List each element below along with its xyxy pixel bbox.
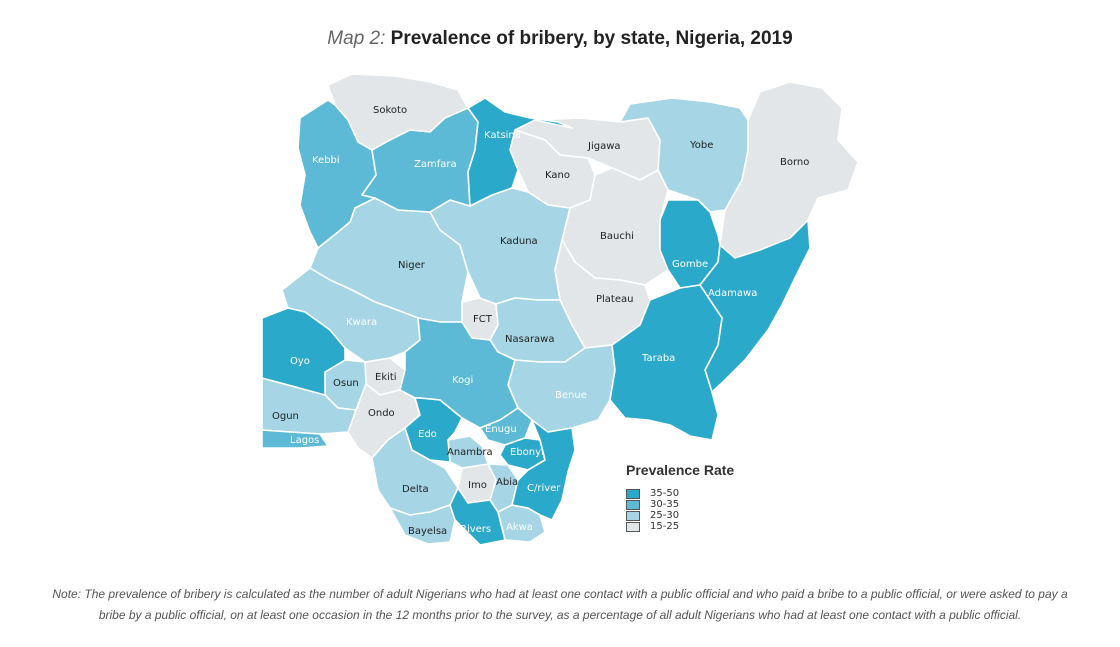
label-zamfara: Zamfara — [414, 159, 457, 170]
map-heading: Prevalence of bribery, by state, Nigeria… — [390, 28, 793, 49]
legend-swatch — [626, 521, 640, 532]
label-cross-river: C/river — [527, 483, 561, 494]
label-sokoto: Sokoto — [373, 105, 407, 116]
label-lagos: Lagos — [290, 435, 319, 446]
label-niger: Niger — [398, 260, 426, 271]
state-oyo[interactable] — [261, 307, 346, 396]
label-ogun: Ogun — [272, 411, 299, 422]
map-number: Map 2: — [327, 28, 386, 49]
legend-swatch — [626, 510, 640, 521]
label-abia: Abia — [496, 477, 518, 488]
state-yobe[interactable] — [619, 97, 749, 213]
state-enugu[interactable] — [479, 407, 533, 446]
label-fct: FCT — [473, 314, 493, 325]
state-katsina[interactable] — [467, 97, 573, 207]
label-benue: Benue — [555, 390, 587, 401]
legend-item: 15-25 — [626, 521, 679, 532]
state-kebbi[interactable] — [297, 99, 377, 249]
label-osun: Osun — [333, 378, 359, 389]
label-kebbi: Kebbi — [312, 155, 340, 166]
state-cross-river[interactable] — [511, 419, 576, 521]
label-akwa-ibom: Akwa — [506, 522, 533, 533]
label-jigawa: Jigawa — [587, 141, 621, 152]
label-imo: Imo — [468, 480, 487, 491]
label-adamawa: Adamawa — [708, 288, 757, 299]
label-ondo: Ondo — [368, 408, 395, 419]
legend-label: 35-50 — [650, 488, 680, 499]
legend-label: 30-35 — [650, 499, 680, 510]
label-yobe: Yobe — [689, 140, 713, 151]
legend-item: 30-35 — [626, 499, 679, 510]
label-ebonyi: Ebonyi — [510, 447, 544, 458]
state-edo[interactable] — [404, 397, 463, 463]
label-nasarawa: Nasarawa — [505, 334, 555, 345]
label-katsina: Katsina — [484, 130, 521, 141]
label-kano: Kano — [545, 170, 570, 181]
label-kwara: Kwara — [346, 317, 377, 328]
label-enugu: Enugu — [485, 424, 517, 435]
state-lagos[interactable] — [261, 429, 329, 449]
label-delta: Delta — [402, 484, 429, 495]
map-title: Map 2: Prevalence of bribery, by state, … — [0, 28, 1120, 50]
legend-title: Prevalence Rate — [626, 462, 735, 478]
footnote: Note: The prevalence of bribery is calcu… — [52, 587, 1068, 622]
label-bayelsa: Bayelsa — [408, 526, 447, 537]
label-anambra: Anambra — [447, 447, 493, 458]
legend-label: 15-25 — [650, 521, 680, 532]
label-edo: Edo — [418, 429, 437, 440]
legend-label: 25-30 — [650, 510, 680, 521]
state-rivers[interactable] — [449, 487, 506, 546]
label-gombe: Gombe — [672, 259, 708, 270]
label-borno: Borno — [780, 157, 809, 168]
label-ekiti: Ekiti — [375, 372, 397, 383]
legend-swatch — [626, 499, 640, 510]
label-rivers: Rivers — [460, 524, 491, 535]
label-kogi: Kogi — [452, 375, 473, 386]
legend-swatch — [626, 488, 640, 499]
label-kaduna: Kaduna — [500, 236, 538, 247]
legend-item: 35-50 — [626, 488, 679, 499]
label-oyo: Oyo — [290, 356, 310, 367]
legend-item: 25-30 — [626, 510, 679, 521]
label-taraba: Taraba — [641, 353, 675, 364]
state-taraba[interactable] — [609, 284, 723, 441]
label-bauchi: Bauchi — [600, 231, 634, 242]
label-plateau: Plateau — [596, 294, 633, 305]
